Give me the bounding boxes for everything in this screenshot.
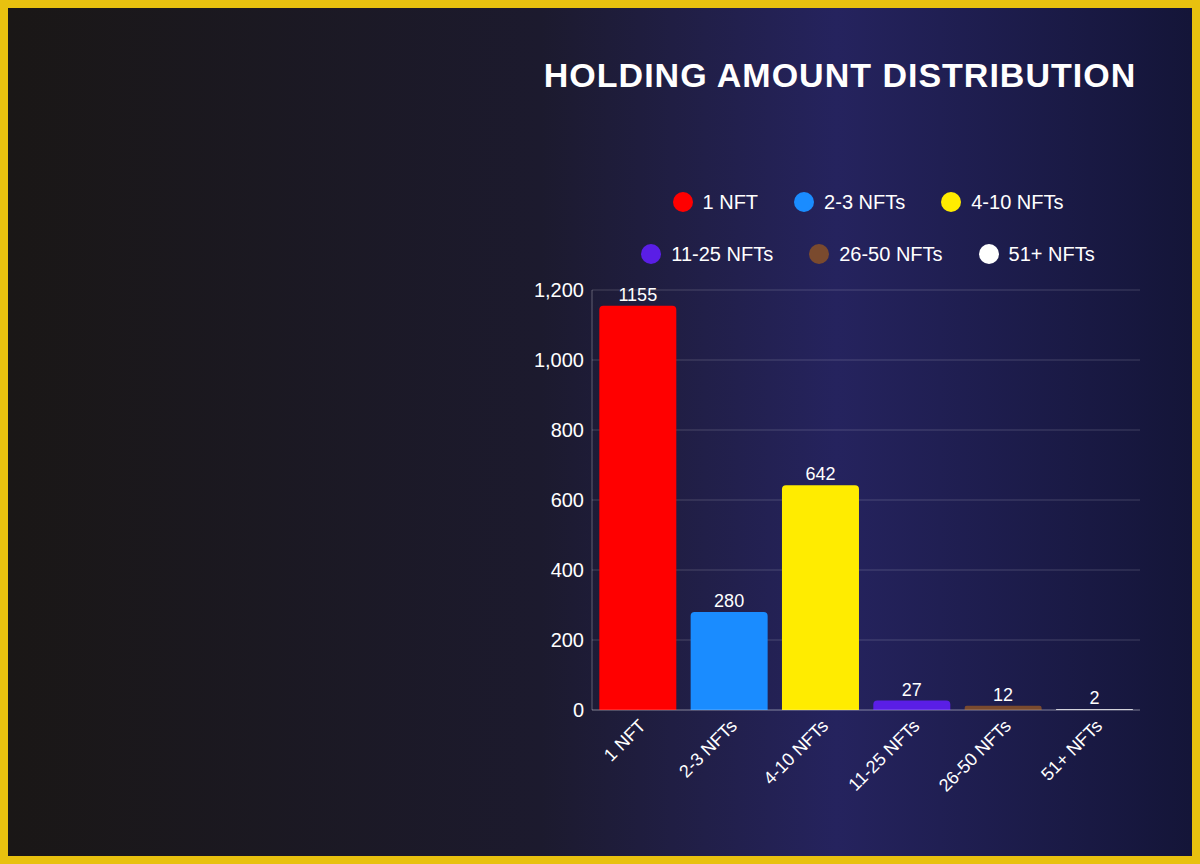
svg-text:26-50 NFTs: 26-50 NFTs [935, 716, 1015, 796]
svg-text:1,200: 1,200 [534, 279, 584, 301]
svg-text:800: 800 [551, 419, 584, 441]
svg-text:27: 27 [902, 680, 922, 700]
html-text:51+ NFTs: 51+ NFTs [1008, 242, 1095, 265]
svg-text:642: 642 [805, 464, 835, 484]
svg-text:2-3 NFTs: 2-3 NFTs [675, 716, 741, 782]
svg-text:1155: 1155 [618, 285, 657, 305]
svg-text:1,000: 1,000 [534, 349, 584, 371]
html-text:HOLDING AMOUNT DISTRIBUTION: HOLDING AMOUNT DISTRIBUTION [543, 56, 1137, 94]
html-text:2-3 NFTs: 2-3 NFTs [824, 190, 906, 213]
html-text:1 NFT: 1 NFT [702, 190, 759, 213]
svg-text:4-10 NFTs: 4-10 NFTs [759, 716, 832, 789]
svg-text:51+ NFTs: 51+ NFTs [1037, 716, 1106, 785]
svg-text:2: 2 [1089, 688, 1099, 708]
html-text:26-50 NFTs: 26-50 NFTs [839, 242, 943, 265]
svg-text:280: 280 [714, 591, 744, 611]
svg-text:1 NFT: 1 NFT [600, 716, 650, 766]
svg-text:0: 0 [573, 699, 584, 721]
html-text:11-25 NFTs: 11-25 NFTs [671, 242, 774, 265]
svg-text:12: 12 [993, 685, 1013, 705]
svg-text:600: 600 [551, 489, 584, 511]
svg-text:200: 200 [551, 629, 584, 651]
svg-text:400: 400 [551, 559, 584, 581]
html-text:4-10 NFTs: 4-10 NFTs [971, 190, 1064, 213]
svg-text:11-25 NFTs: 11-25 NFTs [845, 716, 924, 795]
